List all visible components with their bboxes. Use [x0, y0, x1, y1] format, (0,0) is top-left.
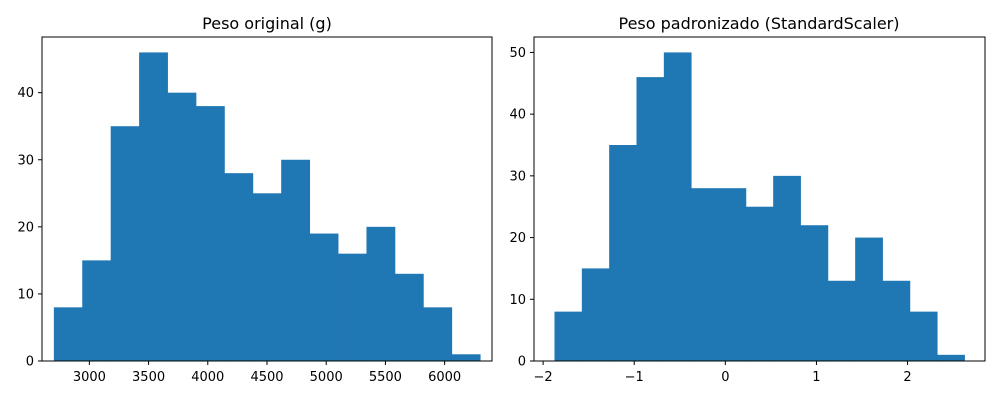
histogram-bar — [554, 311, 583, 361]
y-tick-label: 50 — [509, 46, 526, 61]
histogram-bar — [195, 106, 225, 361]
y-tick-label: 20 — [17, 220, 34, 235]
x-tick-label: 3000 — [73, 370, 106, 385]
histogram-bar — [827, 280, 856, 361]
plot-frame — [41, 36, 493, 362]
y-tick-label: 0 — [26, 355, 34, 370]
histogram-bar — [855, 237, 883, 361]
histogram-bar — [663, 52, 692, 362]
x-tick-label: 5000 — [310, 370, 343, 385]
histogram-bar — [366, 226, 396, 361]
histogram-bar — [338, 253, 367, 361]
x-tick-label: 4500 — [250, 370, 283, 385]
x-tick-label: −2 — [534, 370, 553, 385]
x-tick-label: 3500 — [132, 370, 165, 385]
y-tick-label: 0 — [518, 355, 526, 370]
histogram-bar — [82, 260, 112, 361]
x-tick-label: 2 — [903, 370, 911, 385]
x-tick-label: 6000 — [428, 370, 461, 385]
x-tick-label: 0 — [721, 370, 729, 385]
y-tick-label: 20 — [509, 231, 526, 246]
x-tick-label: 1 — [812, 370, 820, 385]
chart-title: Peso padronizado (StandardScaler) — [619, 14, 900, 33]
histogram-bar — [224, 173, 254, 361]
y-tick-label: 40 — [17, 86, 34, 101]
histogram-bar — [636, 77, 665, 361]
histogram-bar — [773, 175, 801, 361]
histogram-bar — [110, 126, 140, 361]
x-tick-label: −1 — [625, 370, 644, 385]
histogram-bar — [909, 311, 938, 361]
histogram-bar — [309, 233, 339, 361]
histogram-bar — [281, 159, 311, 361]
histogram-bar — [691, 188, 719, 361]
histogram-bar — [139, 52, 168, 362]
histogram-panel-original: Peso original (g) 3000 3500 4000 4500 5000 55… — [17, 14, 493, 385]
histogram-bar — [167, 92, 197, 362]
histogram-bar — [423, 307, 453, 361]
histogram-bar — [252, 193, 282, 361]
y-tick-label: 10 — [509, 293, 526, 308]
histogram-bar — [53, 307, 83, 361]
histogram-bar — [581, 268, 610, 361]
histogram-bar — [718, 188, 747, 361]
chart-title: Peso original (g) — [202, 14, 332, 33]
histogram-bar — [800, 225, 829, 361]
x-tick-label: 5500 — [369, 370, 402, 385]
histogram-bar — [394, 273, 424, 361]
histogram-bar — [451, 354, 481, 361]
histogram-panel-standardized: Peso padronizado (StandardScaler) −2 −1 0 1… — [509, 14, 986, 385]
histogram-bar — [745, 206, 774, 361]
plot-frame — [533, 36, 986, 362]
histogram-bar — [609, 145, 637, 361]
y-tick-label: 10 — [17, 287, 34, 302]
y-tick-label: 30 — [17, 153, 34, 168]
y-tick-label: 30 — [509, 169, 526, 184]
x-tick-label: 4000 — [191, 370, 224, 385]
histogram-bar — [937, 354, 965, 361]
histogram-bar — [882, 280, 911, 361]
y-tick-label: 40 — [509, 108, 526, 123]
